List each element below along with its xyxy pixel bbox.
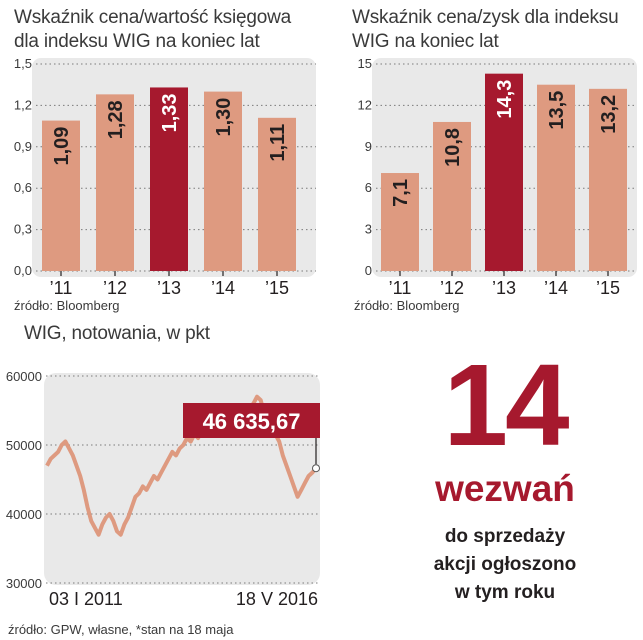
chart1-value-label: 1,09 bbox=[51, 127, 73, 166]
chart2-bar bbox=[537, 84, 575, 271]
chart1-bar bbox=[258, 117, 296, 271]
chart3-ytick-label: 40000 bbox=[6, 507, 42, 522]
highlight-caption: do sprzedaży akcji ogłoszono w tym roku bbox=[395, 523, 615, 607]
chart2-xtick-label: ’11 bbox=[389, 278, 412, 298]
chart3-x-end-label: 18 V 2016 bbox=[236, 589, 318, 609]
chart1-value-label: 1,11 bbox=[267, 124, 289, 162]
chart2-ytick-label: 6 bbox=[365, 180, 372, 195]
chart2-ytick-label: 0 bbox=[365, 263, 372, 278]
chart1-ytick-label: 0,3 bbox=[14, 222, 32, 237]
chart3-ytick-label: 50000 bbox=[6, 438, 42, 453]
chart1-bar bbox=[42, 120, 80, 271]
chart1-value-label: 1,33 bbox=[159, 93, 181, 132]
chart2-xtick-label: ’12 bbox=[440, 278, 464, 298]
chart2-value-label: 10,8 bbox=[442, 128, 464, 167]
chart3-x-start-label: 03 I 2011 bbox=[49, 589, 123, 609]
chart3-last-point bbox=[312, 464, 320, 473]
chart2-bar bbox=[485, 73, 523, 271]
chart1-ytick-label: 0,9 bbox=[14, 139, 32, 154]
chart2-source: źródło: Bloomberg bbox=[354, 298, 460, 313]
chart1-xtick-label: ’13 bbox=[157, 278, 181, 298]
chart1-bar bbox=[150, 87, 188, 272]
chart2-value-label: 14,3 bbox=[494, 80, 516, 119]
chart2-title: Wskaźnik cena/zysk dla indeksu WIG na ko… bbox=[352, 7, 619, 52]
chart2-ytick-label: 9 bbox=[365, 139, 372, 154]
chart1-ytick-label: 0,0 bbox=[14, 263, 32, 278]
chart1-ytick-label: 0,6 bbox=[14, 180, 32, 195]
chart1-title: Wskaźnik cena/wartość księgowa dla indek… bbox=[14, 7, 291, 52]
chart3-callout-value: 46 635,67 bbox=[203, 409, 301, 434]
chart1-xtick-label: ’14 bbox=[211, 278, 235, 298]
chart1-bar bbox=[204, 91, 242, 271]
chart2-bar bbox=[381, 173, 419, 271]
chart1-value-label: 1,30 bbox=[213, 98, 235, 137]
chart2-value-label: 13,2 bbox=[598, 95, 620, 134]
chart1-source: źródło: Bloomberg bbox=[14, 298, 120, 313]
highlight-line-2: akcji ogłoszono bbox=[433, 554, 577, 575]
highlight-word: wezwań bbox=[435, 468, 575, 509]
highlight-line-3: w tym roku bbox=[454, 582, 556, 603]
chart3-ytick-label: 60000 bbox=[6, 369, 42, 384]
chart3-title: WIG, notowania, w pkt bbox=[24, 323, 210, 344]
chart2-value-label: 7,1 bbox=[390, 179, 412, 207]
chart3-ytick-label: 30000 bbox=[6, 576, 42, 591]
highlight-number: 14 bbox=[443, 340, 569, 470]
chart3-callout-box bbox=[183, 403, 320, 438]
chart1-ytick-label: 1,5 bbox=[14, 56, 32, 71]
chart1-xtick-label: ’15 bbox=[265, 278, 289, 298]
chart1-ytick-label: 1,2 bbox=[14, 97, 32, 112]
chart2-xtick-label: ’13 bbox=[492, 278, 516, 298]
chart1-xtick-label: ’12 bbox=[103, 278, 127, 298]
chart1-value-label: 1,28 bbox=[105, 100, 127, 139]
chart2-bar bbox=[433, 121, 471, 272]
chart2-xtick-label: ’15 bbox=[596, 278, 620, 298]
chart3-source: źródło: GPW, własne, *stan na 18 maja bbox=[8, 622, 234, 637]
chart2-xtick-label: ’14 bbox=[544, 278, 568, 298]
chart1-xtick-label: ’11 bbox=[50, 278, 73, 298]
chart2-ytick-label: 3 bbox=[365, 222, 372, 237]
chart1-bar bbox=[96, 94, 134, 271]
chart2-ytick-label: 15 bbox=[358, 56, 372, 71]
chart2-ytick-label: 12 bbox=[358, 97, 372, 112]
chart2-bar bbox=[589, 88, 627, 271]
highlight-line-1: do sprzedaży bbox=[444, 526, 566, 547]
chart2-value-label: 13,5 bbox=[546, 91, 568, 130]
